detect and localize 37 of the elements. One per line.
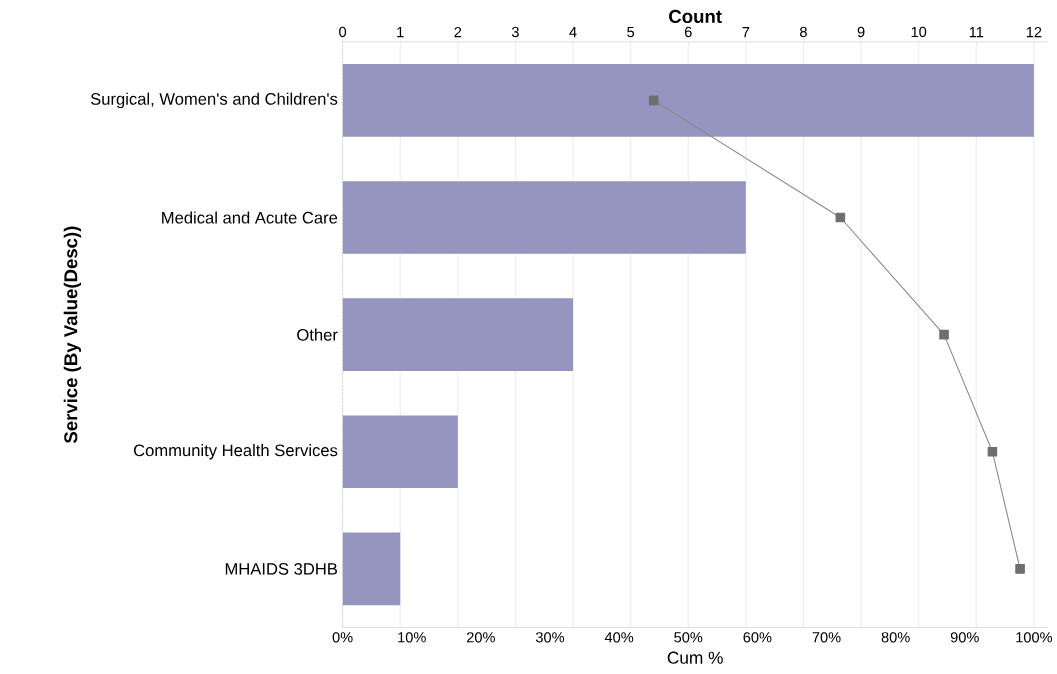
x2-tick-label: 5: [627, 26, 635, 38]
y-tick-label: Community Health Services: [133, 443, 338, 460]
x2-tick-label: 4: [569, 26, 577, 38]
x2-tick-label: 2: [454, 26, 462, 38]
y-tick-label: MHAIDS 3DHB: [225, 562, 338, 575]
x2-tick-label: 0: [339, 26, 347, 38]
x-tick-label: 40%: [604, 632, 634, 643]
x-tick-label: 10%: [398, 632, 426, 643]
point: [648, 95, 659, 106]
point: [1015, 563, 1025, 574]
x2-tick-label: 6: [684, 26, 692, 38]
y-axis-title: Service (By Value(Desc)): [63, 226, 82, 443]
x2-tick-label: 1: [397, 26, 404, 38]
x2-tick-label: 12: [1026, 26, 1042, 38]
x-tick-label: 50%: [674, 632, 703, 643]
y-tick-label: Other: [297, 328, 338, 341]
x-tick-label: 100%: [1016, 632, 1053, 643]
x2-tick-label: 3: [511, 26, 519, 38]
x2-tick-label: 10: [911, 26, 927, 38]
y-tick-label: Medical and Acute Care: [162, 211, 338, 224]
y-tick-label: Surgical, Women's and Children's: [90, 92, 338, 109]
x-tick-label: 90%: [950, 632, 979, 643]
x-tick-label: 80%: [881, 632, 910, 643]
x2-tick-label: 7: [742, 26, 750, 38]
x-tick-label: 20%: [466, 632, 495, 643]
x-tick-label: 30%: [535, 632, 565, 643]
x2-tick-label: 11: [969, 26, 984, 38]
point: [987, 446, 998, 457]
point: [939, 329, 949, 340]
x2-tick-label: 9: [857, 26, 865, 38]
x-tick-label: 70%: [812, 632, 841, 643]
x2-axis-title: Count: [669, 9, 722, 23]
point: [835, 212, 846, 223]
x-tick-label: 0%: [332, 632, 353, 643]
x-axis-title: Cum %: [667, 651, 723, 664]
x-tick-label: 60%: [743, 632, 772, 643]
x2-tick-label: 8: [800, 26, 807, 38]
